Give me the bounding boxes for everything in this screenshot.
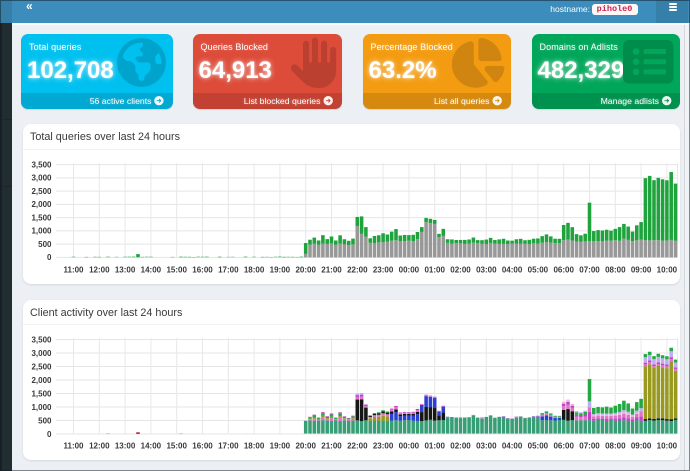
svg-text:10:00: 10:00 <box>657 265 678 274</box>
svg-text:22:00: 22:00 <box>347 265 368 274</box>
svg-text:0: 0 <box>47 253 52 262</box>
svg-text:06:00: 06:00 <box>553 441 574 450</box>
svg-text:00:00: 00:00 <box>399 441 420 450</box>
svg-text:12:00: 12:00 <box>89 441 110 450</box>
svg-text:04:00: 04:00 <box>502 265 523 274</box>
svg-text:03:00: 03:00 <box>476 441 497 450</box>
svg-text:00:00: 00:00 <box>399 265 420 274</box>
svg-text:15:00: 15:00 <box>166 441 187 450</box>
svg-text:19:00: 19:00 <box>270 441 291 450</box>
svg-text:2,000: 2,000 <box>31 376 52 385</box>
svg-text:11:00: 11:00 <box>63 441 84 450</box>
svg-text:20:00: 20:00 <box>295 441 316 450</box>
svg-text:21:00: 21:00 <box>321 265 342 274</box>
svg-text:06:00: 06:00 <box>553 265 574 274</box>
svg-text:19:00: 19:00 <box>270 265 291 274</box>
svg-text:17:00: 17:00 <box>218 265 239 274</box>
svg-text:22:00: 22:00 <box>347 441 368 450</box>
svg-text:07:00: 07:00 <box>579 441 600 450</box>
svg-text:2,500: 2,500 <box>31 187 52 196</box>
svg-text:15:00: 15:00 <box>166 265 187 274</box>
svg-text:3,000: 3,000 <box>31 174 52 183</box>
svg-text:23:00: 23:00 <box>373 441 394 450</box>
svg-text:21:00: 21:00 <box>321 441 342 450</box>
svg-text:0: 0 <box>47 430 52 439</box>
svg-text:17:00: 17:00 <box>218 441 239 450</box>
svg-text:1,000: 1,000 <box>31 403 52 412</box>
svg-text:16:00: 16:00 <box>192 441 213 450</box>
svg-text:20:00: 20:00 <box>295 265 316 274</box>
svg-text:1,500: 1,500 <box>31 389 52 398</box>
svg-text:03:00: 03:00 <box>476 265 497 274</box>
svg-text:09:00: 09:00 <box>631 441 652 450</box>
svg-text:12:00: 12:00 <box>89 265 110 274</box>
svg-text:04:00: 04:00 <box>502 441 523 450</box>
svg-text:01:00: 01:00 <box>424 265 445 274</box>
svg-text:08:00: 08:00 <box>605 265 626 274</box>
svg-text:02:00: 02:00 <box>450 265 471 274</box>
svg-text:16:00: 16:00 <box>192 265 213 274</box>
svg-text:2,000: 2,000 <box>31 200 52 209</box>
svg-text:3,500: 3,500 <box>31 335 52 344</box>
svg-text:14:00: 14:00 <box>141 441 162 450</box>
svg-text:10:00: 10:00 <box>657 441 678 450</box>
svg-text:23:00: 23:00 <box>373 265 394 274</box>
svg-text:18:00: 18:00 <box>244 441 265 450</box>
svg-text:05:00: 05:00 <box>528 265 549 274</box>
svg-text:05:00: 05:00 <box>528 441 549 450</box>
svg-text:11:00: 11:00 <box>63 265 84 274</box>
svg-text:2,500: 2,500 <box>31 362 52 371</box>
svg-text:07:00: 07:00 <box>579 265 600 274</box>
svg-text:3,500: 3,500 <box>31 160 52 169</box>
svg-text:13:00: 13:00 <box>115 265 136 274</box>
svg-text:14:00: 14:00 <box>141 265 162 274</box>
svg-text:08:00: 08:00 <box>605 441 626 450</box>
svg-text:13:00: 13:00 <box>115 441 136 450</box>
svg-text:500: 500 <box>38 416 52 425</box>
svg-text:01:00: 01:00 <box>424 441 445 450</box>
svg-text:18:00: 18:00 <box>244 265 265 274</box>
svg-text:3,000: 3,000 <box>31 349 52 358</box>
svg-text:1,000: 1,000 <box>31 227 52 236</box>
svg-text:1,500: 1,500 <box>31 213 52 222</box>
svg-text:500: 500 <box>38 240 52 249</box>
svg-text:02:00: 02:00 <box>450 441 471 450</box>
svg-text:09:00: 09:00 <box>631 265 652 274</box>
